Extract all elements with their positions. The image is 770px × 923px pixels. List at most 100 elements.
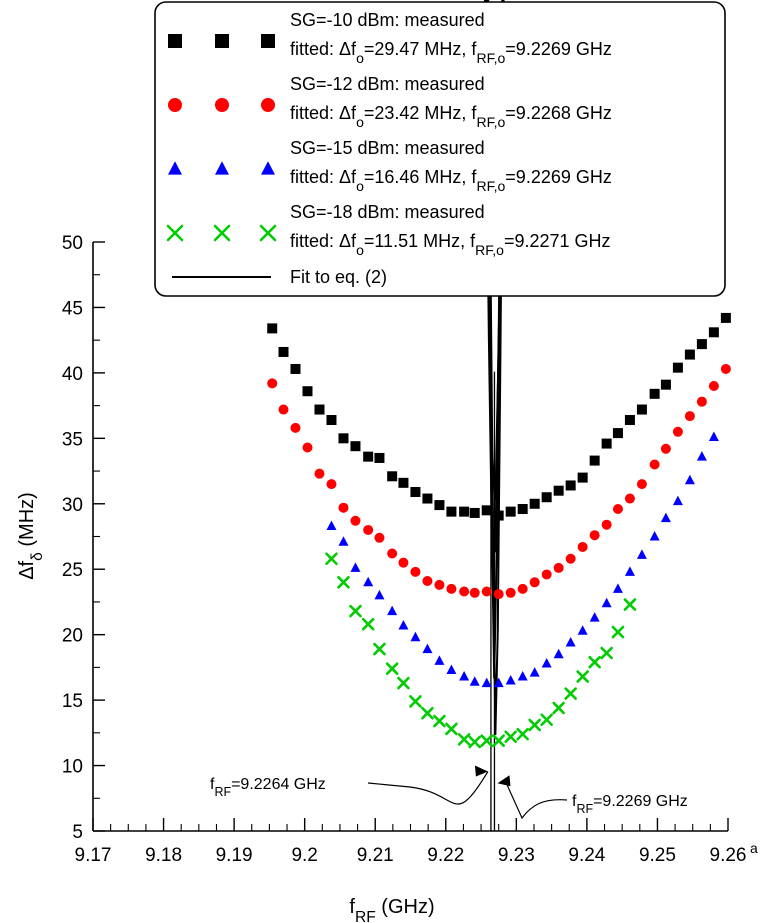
data-point: [601, 597, 612, 608]
data-point: [374, 452, 385, 463]
x-axis-label-sub: RF: [355, 909, 376, 923]
data-point: [660, 443, 671, 454]
x-axis-label-unit: (GHz): [376, 896, 435, 918]
data-point: [540, 713, 553, 727]
data-point: [589, 455, 600, 466]
series-circle-group: [267, 363, 731, 600]
data-point: [492, 734, 505, 747]
data-point: [696, 396, 707, 407]
data-point: [422, 576, 433, 587]
data-point: [493, 510, 504, 521]
legend-marker: [261, 161, 275, 175]
legend-fit-to-eq-label: Fit to eq. (2): [290, 267, 387, 287]
data-point: [541, 657, 552, 668]
data-point: [636, 479, 647, 490]
data-point: [493, 677, 504, 688]
data-point: [672, 495, 683, 506]
data-point: [387, 471, 398, 482]
data-point: [350, 441, 361, 452]
data-point: [446, 664, 457, 675]
legend-fit-sub: RF,o: [476, 178, 505, 194]
y-axis-label-main: Δf: [16, 560, 38, 579]
legend-marker: [213, 224, 231, 242]
data-point: [565, 637, 576, 647]
annotation-arrowhead: [497, 775, 511, 787]
data-point: [505, 674, 516, 685]
legend-label: SG=-18 dBm: measured: [290, 202, 485, 222]
data-point: [612, 504, 623, 515]
data-point: [708, 327, 719, 338]
data-point: [481, 677, 492, 688]
data-point: [459, 671, 470, 681]
x-tick-label: 9.18: [145, 845, 182, 866]
legend-fit-sub: RF,o: [476, 50, 505, 66]
y-axis-label-unit: (MHz): [16, 492, 38, 552]
data-point: [387, 605, 398, 616]
data-point: [374, 532, 385, 543]
data-point: [672, 426, 683, 437]
legend-fit-sub: o: [356, 114, 364, 130]
data-point: [459, 586, 470, 597]
legend-label: SG=-12 dBm: measured: [290, 74, 485, 94]
legend-marker: [261, 98, 275, 112]
data-point: [361, 617, 375, 631]
data-point: [326, 520, 337, 531]
legend-fit-label: fitted: Δfo=11.51 MHz, fRF,o=9.2271 GHz: [290, 231, 611, 258]
legend-marker: [259, 224, 277, 242]
y-tick-label: 45: [62, 298, 83, 319]
data-point: [469, 507, 480, 518]
annotation-suffix: =9.2269 GHz: [593, 793, 688, 810]
legend-fit-prefix: fitted: Δf: [290, 103, 357, 123]
data-point: [468, 735, 482, 749]
data-point: [398, 477, 409, 488]
data-point: [565, 553, 576, 564]
data-point: [267, 378, 278, 389]
annotation-sub: RF: [576, 802, 593, 816]
data-point: [660, 512, 671, 523]
legend-marker: [166, 224, 184, 242]
data-point: [624, 415, 635, 426]
data-point: [433, 714, 446, 728]
legend-fit-label: fitted: Δfo=16.46 MHz, fRF,o=9.2269 GHz: [290, 167, 612, 194]
y-tick-label: 15: [62, 691, 83, 712]
data-point: [696, 451, 707, 461]
data-point: [708, 380, 719, 391]
data-point: [517, 583, 528, 594]
data-point: [267, 323, 278, 334]
data-point: [337, 576, 350, 589]
data-point: [363, 451, 374, 462]
data-point: [684, 411, 695, 422]
fit-curves: [483, 0, 505, 736]
data-point: [480, 734, 493, 747]
data-point: [624, 493, 635, 504]
data-point: [623, 598, 637, 611]
data-point: [576, 670, 589, 683]
x-tick-suffix: a: [750, 840, 758, 856]
series-square-group: [267, 312, 731, 521]
data-point: [624, 566, 635, 576]
legend-marker: [215, 34, 229, 48]
data-point: [660, 379, 671, 390]
data-point: [589, 530, 600, 541]
x-tick-label: 9.24: [568, 845, 605, 866]
data-point: [409, 695, 422, 708]
data-point: [387, 548, 398, 559]
legend-fit-prefix: fitted: Δf: [290, 167, 357, 187]
annotation-arrow: [367, 771, 489, 805]
legend-fit-suffix: =9.2269 GHz: [505, 167, 612, 187]
legend-label: SG=-15 dBm: measured: [290, 138, 485, 158]
data-point: [363, 576, 374, 587]
y-tick-label: 20: [62, 626, 83, 647]
data-point: [374, 589, 385, 600]
data-point: [459, 506, 470, 517]
legend-marker: [168, 98, 182, 112]
data-point: [457, 733, 471, 746]
legend-marker: [168, 34, 182, 48]
legend-fit-mid: =23.42 MHz, f: [364, 103, 478, 123]
data-point: [504, 730, 517, 744]
annotation-main: f: [572, 793, 577, 810]
data-point: [349, 604, 362, 618]
data-point: [529, 667, 540, 677]
